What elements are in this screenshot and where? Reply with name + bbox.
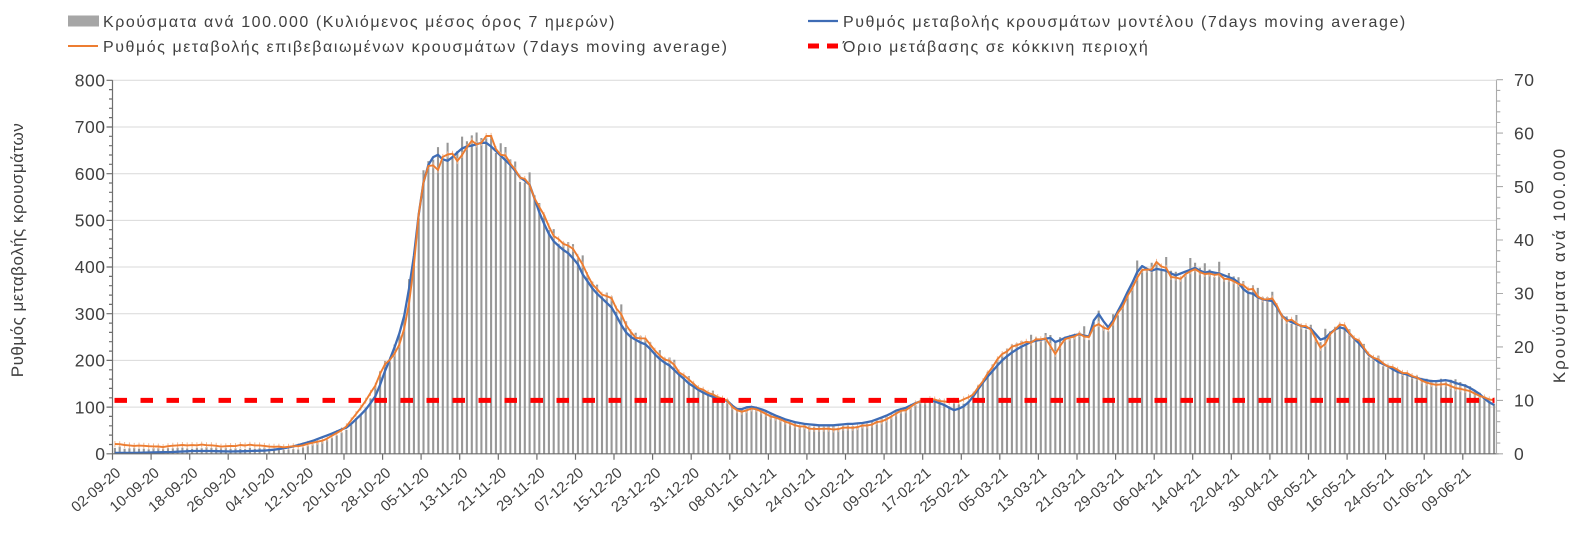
- svg-text:20: 20: [1514, 337, 1534, 357]
- svg-text:Κρούσματα ανά 100.000 (Κυλιόμ: Κρούσματα ανά 100.000 (Κυλιόμενος μέσος …: [103, 14, 616, 31]
- svg-text:50: 50: [1514, 177, 1534, 197]
- svg-text:500: 500: [75, 211, 106, 231]
- svg-text:400: 400: [75, 257, 106, 277]
- svg-text:800: 800: [75, 71, 106, 91]
- svg-text:0: 0: [1514, 444, 1524, 464]
- svg-text:Κρουύσματα ανά 100.000: Κρουύσματα ανά 100.000: [1550, 147, 1569, 383]
- svg-text:300: 300: [75, 304, 106, 324]
- svg-text:Ρυθμός μεταβολής επιβεβαιωμένω: Ρυθμός μεταβολής επιβεβαιωμένων κρουσμάτ…: [103, 39, 729, 56]
- svg-text:10: 10: [1514, 391, 1534, 411]
- svg-text:Όριο μετάβασης σε κόκκινη περι: Όριο μετάβασης σε κόκκινη περιοχή: [842, 39, 1149, 56]
- svg-text:60: 60: [1514, 123, 1534, 143]
- svg-text:30: 30: [1514, 284, 1534, 304]
- svg-text:0: 0: [95, 444, 105, 464]
- svg-text:700: 700: [75, 117, 106, 137]
- svg-text:Ρυθμός μεταβολής κρουσμάτων: Ρυθμός μεταβολής κρουσμάτων: [8, 123, 27, 378]
- svg-text:40: 40: [1514, 230, 1534, 250]
- svg-text:200: 200: [75, 351, 106, 371]
- svg-text:Ρυθμός μεταβολής κρουσμάτων μο: Ρυθμός μεταβολής κρουσμάτων μοντέλου (7d…: [843, 14, 1407, 31]
- svg-text:600: 600: [75, 164, 106, 184]
- svg-text:100: 100: [75, 397, 106, 417]
- svg-text:70: 70: [1514, 70, 1534, 90]
